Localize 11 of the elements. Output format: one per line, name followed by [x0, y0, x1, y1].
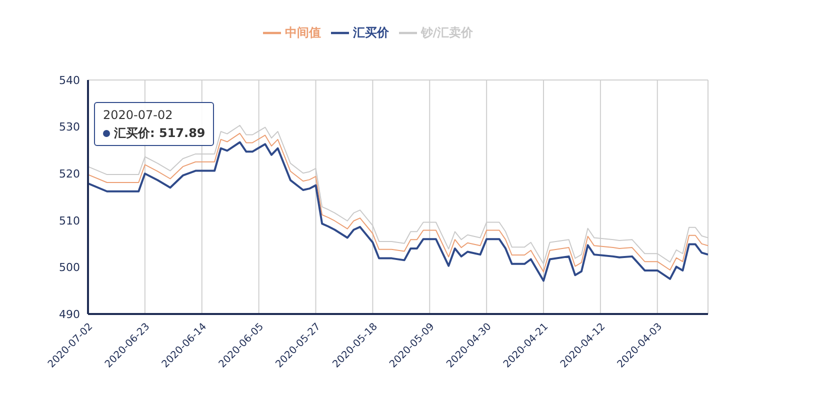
- y-tick-label: 510: [59, 214, 80, 228]
- y-tick-label: 490: [59, 308, 80, 321]
- annotation: 汇买价: 517.89: [114, 126, 206, 140]
- y-tick-label: 500: [59, 261, 80, 274]
- legend-label: 汇买价: [352, 25, 389, 40]
- tooltip-box: 2020-07-02 汇买价: 517.89: [94, 102, 214, 146]
- y-tick-label: 540: [59, 74, 80, 87]
- annotation: 2020-07-02: [103, 108, 173, 122]
- y-tick-label: 520: [59, 168, 80, 181]
- legend-label: 中间值: [284, 25, 321, 40]
- y-tick-label: 530: [59, 120, 80, 134]
